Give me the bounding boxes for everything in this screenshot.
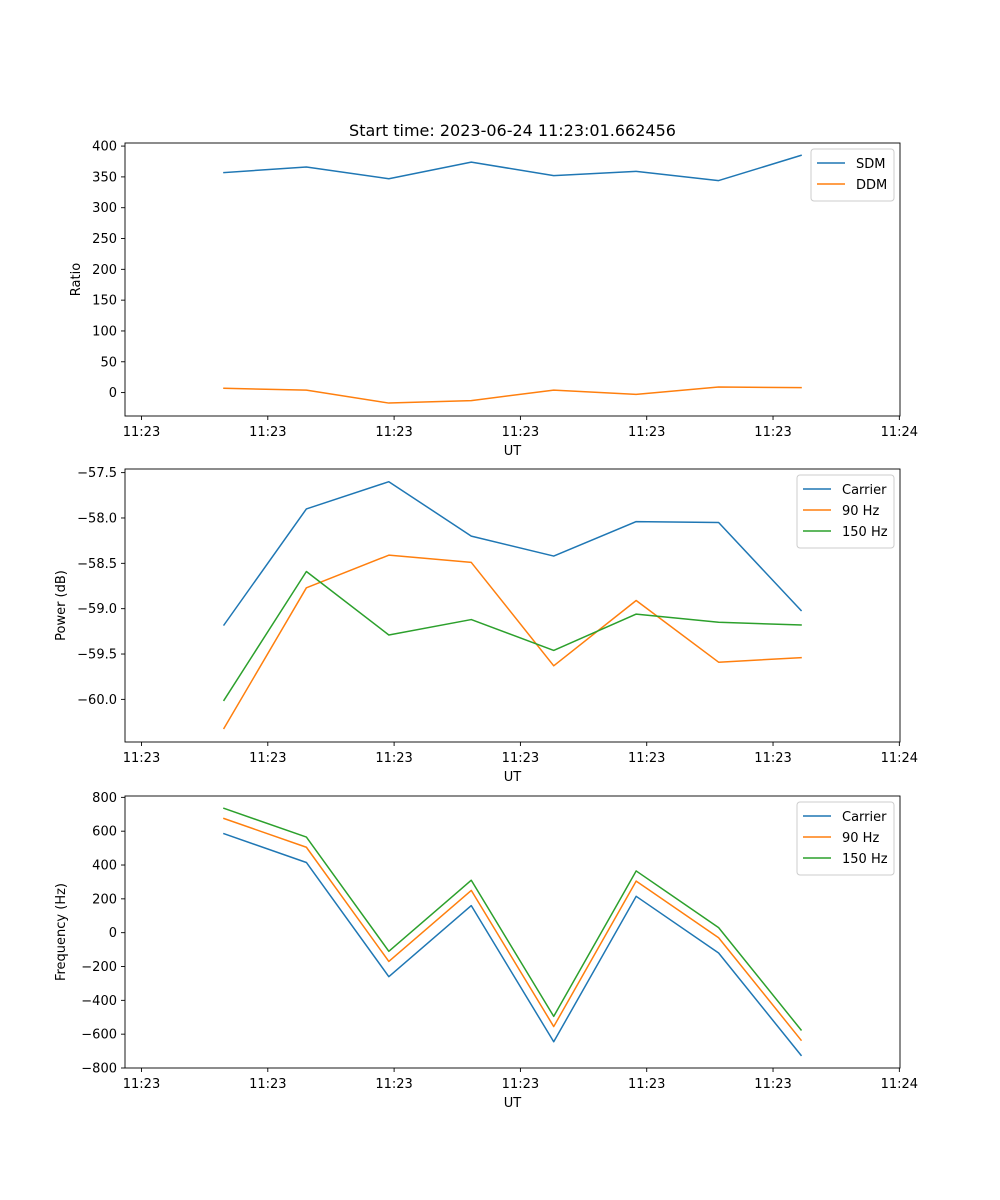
x-axis-label-2: UT: [504, 770, 522, 785]
x-tick-label-3-6: 11:23: [754, 1077, 791, 1092]
x-tick-label-2-3: 11:23: [375, 751, 412, 766]
y-tick-label-3-7: 400: [92, 859, 117, 874]
y-tick-label-1-6: 250: [92, 232, 117, 247]
legend-1: SDM DDM: [810, 148, 895, 202]
legend-label-1-2: DDM: [856, 178, 887, 193]
legend-label-3-1: Carrier: [842, 810, 887, 825]
legend-box-3: [796, 801, 895, 876]
x-tick-label-3-3: 11:23: [375, 1077, 412, 1092]
x-tick-label-1-7: 11:24: [881, 425, 918, 440]
y-tick-label-3-8: 600: [92, 825, 117, 840]
y-tick-label-3-9: 800: [92, 791, 117, 806]
y-tick-label-2-5: −58.0: [77, 511, 117, 526]
series-line-3-1: [222, 832, 803, 1057]
y-axis-label-2: Power (dB): [54, 570, 69, 641]
x-tick-label-2-1: 11:23: [123, 751, 160, 766]
legend-box-2: [796, 474, 895, 549]
x-tick-label-2-2: 11:23: [249, 751, 286, 766]
y-tick-label-1-4: 150: [92, 294, 117, 309]
y-tick-label-2-1: −60.0: [77, 693, 117, 708]
y-tick-label-3-2: −600: [81, 1028, 117, 1043]
x-tick-label-1-2: 11:23: [249, 425, 286, 440]
axes-frame-1: [124, 142, 901, 417]
y-axis-label-3: Frequency (Hz): [54, 883, 69, 981]
series-line-2-2: [222, 554, 802, 730]
y-tick-label-2-2: −59.5: [77, 648, 117, 663]
x-tick-label-2-4: 11:23: [502, 751, 539, 766]
x-tick-label-3-5: 11:23: [628, 1077, 665, 1092]
series-line-3-3: [222, 807, 803, 1031]
x-tick-label-1-5: 11:23: [628, 425, 665, 440]
series-line-1-1: [223, 154, 802, 182]
legend-box-1: [810, 148, 895, 202]
y-tick-label-2-3: −59.0: [77, 602, 117, 617]
y-tick-label-2-6: −57.5: [77, 466, 117, 481]
x-tick-label-3-2: 11:23: [249, 1077, 286, 1092]
y-tick-label-1-1: 0: [109, 386, 117, 401]
y-tick-label-1-7: 300: [92, 201, 117, 216]
legend-3: Carrier 90 Hz 150 Hz: [796, 801, 895, 876]
y-tick-label-3-5: 0: [109, 926, 117, 941]
y-tick-label-3-1: −800: [81, 1062, 117, 1077]
x-tick-label-1-1: 11:23: [123, 425, 160, 440]
y-tick-label-1-2: 50: [100, 355, 117, 370]
x-tick-label-1-6: 11:23: [754, 425, 791, 440]
y-tick-label-3-6: 200: [92, 892, 117, 907]
y-tick-label-1-5: 200: [92, 263, 117, 278]
figure-title: Start time: 2023-06-24 11:23:01.662456: [349, 121, 676, 140]
x-axis-label-1: UT: [504, 444, 522, 459]
legend-label-1-1: SDM: [856, 157, 885, 172]
series-line-1-2: [223, 386, 802, 404]
x-tick-label-3-4: 11:23: [502, 1077, 539, 1092]
legend-2: Carrier 90 Hz 150 Hz: [796, 474, 895, 549]
x-axis-label-3: UT: [504, 1096, 522, 1111]
y-axis-label-1: Ratio: [69, 263, 84, 296]
legend-label-2-1: Carrier: [842, 483, 887, 498]
series-line-3-2: [222, 817, 803, 1042]
y-tick-label-1-3: 100: [92, 324, 117, 339]
chart-panel-1: 11:23 11:23 11:23 11:23 11:23 11:23 11:24 0 50 10…: [69, 140, 918, 459]
legend-label-2-2: 90 Hz: [842, 504, 879, 519]
x-tick-label-2-5: 11:23: [628, 751, 665, 766]
y-tick-label-2-4: −58.5: [77, 557, 117, 572]
axes-frame-2: [124, 468, 901, 743]
x-tick-label-2-6: 11:23: [754, 751, 791, 766]
legend-label-3-3: 150 Hz: [842, 852, 888, 867]
axes-frame-3: [124, 795, 901, 1069]
y-tick-label-3-4: −200: [81, 960, 117, 975]
y-tick-label-1-8: 350: [92, 170, 117, 185]
x-tick-label-1-3: 11:23: [375, 425, 412, 440]
x-tick-label-2-7: 11:24: [881, 751, 918, 766]
series-line-2-1: [222, 480, 803, 627]
series-line-2-3: [222, 570, 802, 702]
y-tick-label-1-9: 400: [92, 140, 117, 155]
x-tick-label-3-7: 11:24: [881, 1077, 918, 1092]
x-tick-label-1-4: 11:23: [502, 425, 539, 440]
legend-label-3-2: 90 Hz: [842, 831, 879, 846]
chart-panel-3: 11:23 11:23 11:23 11:23 11:23 11:23 11:24 −800 −…: [54, 791, 918, 1111]
chart-panel-2: 11:23 11:23 11:23 11:23 11:23 11:23 11:24 −60.0…: [54, 466, 918, 785]
legend-label-2-3: 150 Hz: [842, 525, 888, 540]
x-tick-label-3-1: 11:23: [123, 1077, 160, 1092]
y-tick-label-3-3: −400: [81, 994, 117, 1009]
